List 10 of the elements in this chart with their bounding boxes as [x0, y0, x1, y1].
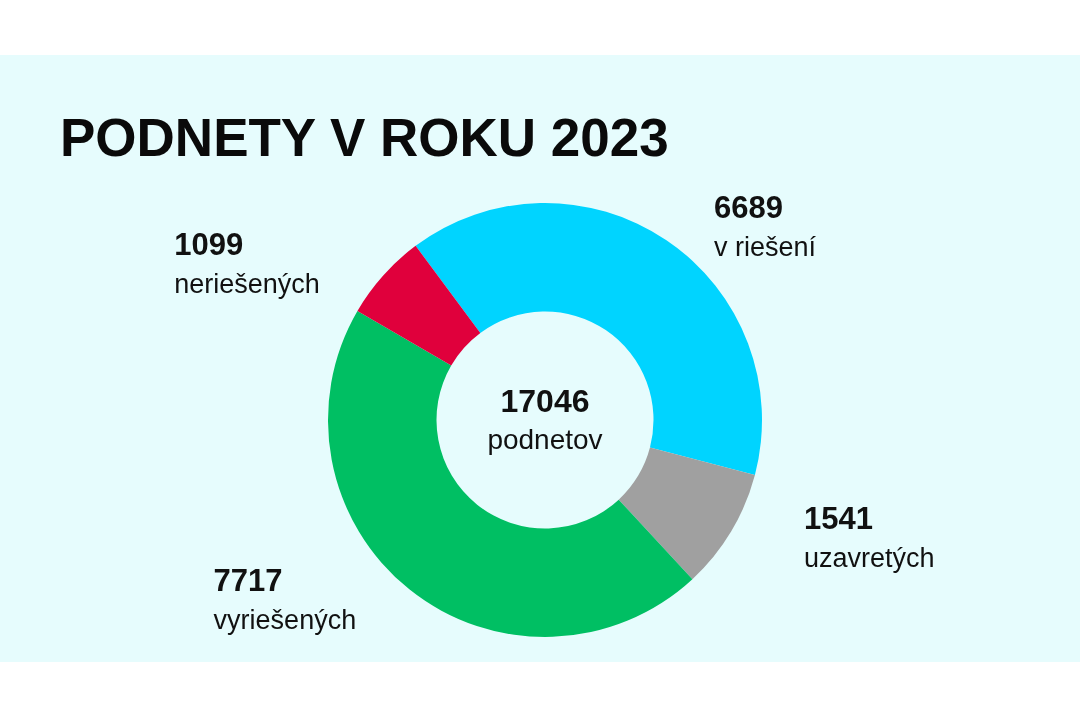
- chart-title: PODNETY V ROKU 2023: [60, 108, 669, 167]
- slice-label: uzavretých: [804, 543, 935, 574]
- slice-label: v riešení: [714, 231, 817, 262]
- slice-label: vyriešených: [213, 605, 357, 636]
- slice-label: neriešených: [174, 269, 320, 300]
- text: 17046 podnetov: [487, 383, 603, 455]
- data-label: 1099: [174, 227, 244, 263]
- data-label: 6689: [714, 189, 783, 225]
- data-label: 7717: [213, 563, 283, 599]
- data-label: 1541: [804, 501, 873, 537]
